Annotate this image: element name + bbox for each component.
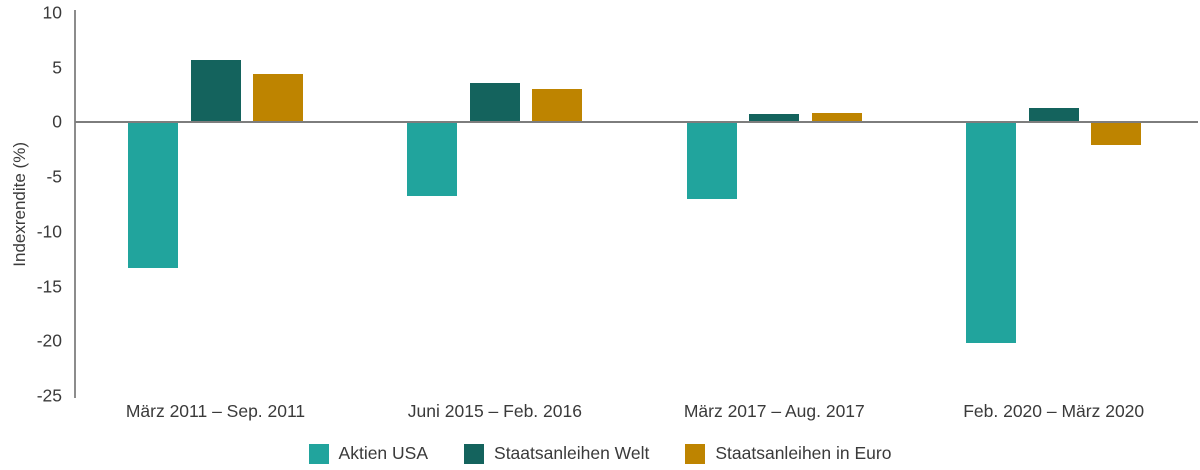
y-tick-label: -15 <box>36 275 62 296</box>
legend-swatch <box>308 443 329 464</box>
y-tick-label: 0 <box>52 111 62 132</box>
bar-aktien-usa-1 <box>407 122 458 196</box>
bar-aktien-usa-2 <box>686 122 737 199</box>
legend: Aktien USA Staatsanleihen Welt Staatsanlei… <box>0 443 1200 464</box>
y-tick-label: -20 <box>36 330 62 351</box>
x-axis-category-label: Feb. 2020 – März 2020 <box>963 401 1145 421</box>
legend-swatch <box>464 443 485 464</box>
bar-aktien-usa-3 <box>966 122 1017 344</box>
x-axis-category-label: Juni 2015 – Feb. 2016 <box>407 401 582 421</box>
zero-baseline <box>75 121 1198 124</box>
legend-item: Aktien USA <box>308 443 429 464</box>
bar-staatsanleihen-welt-1 <box>469 83 520 123</box>
bar-staatsanleihen-welt-3 <box>1028 108 1079 123</box>
legend-label: Staatsanleihen Welt <box>494 443 650 463</box>
bar-staatsanleihen-welt-0 <box>190 60 241 123</box>
y-tick-label: -25 <box>36 385 62 406</box>
y-tick-label: -5 <box>46 166 62 187</box>
y-tick-label: 10 <box>42 2 62 23</box>
bar-aktien-usa-0 <box>128 122 178 268</box>
legend-swatch <box>685 443 706 464</box>
legend-label: Aktien USA <box>338 443 429 463</box>
bar-staatsanleihen-welt-2 <box>749 113 800 123</box>
bar-staatsanleihen-in-euro-2 <box>811 112 862 123</box>
legend-item: Staatsanleihen Welt <box>464 443 649 464</box>
legend-item: Staatsanleihen in Euro <box>685 443 891 464</box>
x-axis-category-label: März 2011 – Sep. 2011 <box>125 401 306 421</box>
bar-staatsanleihen-in-euro-1 <box>532 88 583 123</box>
x-axis-category-label: März 2017 – Aug. 2017 <box>683 401 865 421</box>
y-tick-label: 5 <box>52 56 62 77</box>
bar-staatsanleihen-in-euro-3 <box>1091 122 1142 146</box>
y-axis-line <box>74 10 76 398</box>
legend-label: Staatsanleihen in Euro <box>715 443 892 463</box>
bar-staatsanleihen-in-euro-0 <box>253 74 303 123</box>
y-tick-label: -10 <box>36 221 62 242</box>
